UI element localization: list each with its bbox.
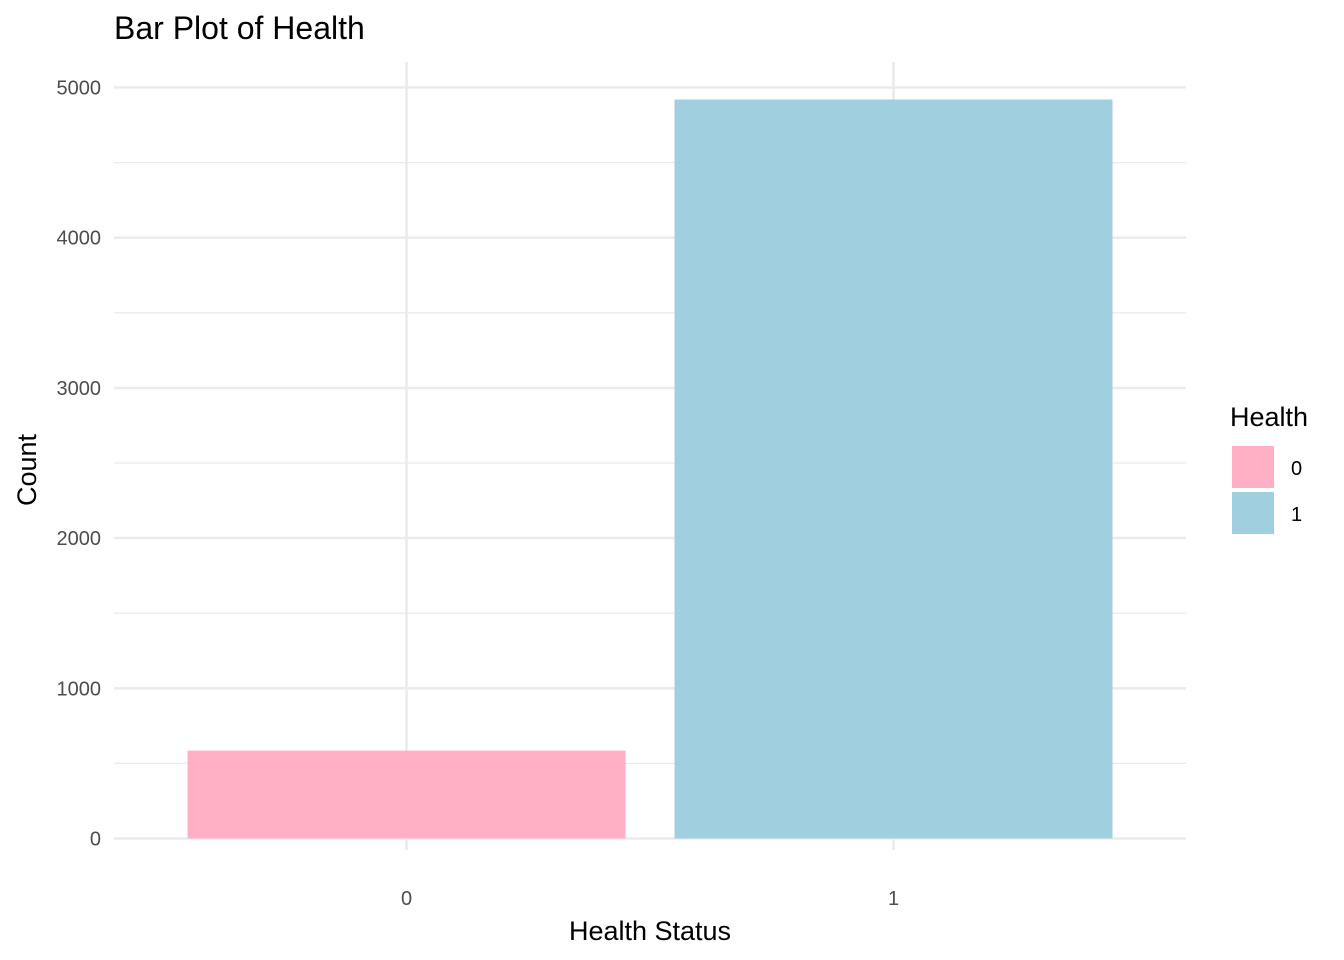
legend-entries: 01 — [1232, 446, 1302, 534]
legend-title: Health — [1230, 402, 1308, 432]
bar-1 — [674, 99, 1113, 839]
y-axis-title: Count — [12, 433, 42, 506]
x-tick-label: 1 — [888, 888, 899, 910]
x-tick-label: 0 — [401, 888, 412, 910]
y-tick-label: 0 — [90, 829, 101, 851]
y-axis-ticks: 0 1000 2000 3000 4000 5000 — [57, 78, 102, 851]
legend-label: 0 — [1291, 458, 1302, 480]
y-tick-label: 5000 — [57, 78, 102, 100]
legend: Health 01 — [1230, 402, 1308, 534]
y-tick-label: 4000 — [57, 228, 102, 250]
y-tick-label: 2000 — [57, 528, 102, 550]
legend-key-1 — [1232, 492, 1274, 534]
legend-key-0 — [1232, 446, 1274, 488]
y-tick-label: 1000 — [57, 678, 102, 700]
legend-label: 1 — [1291, 504, 1302, 526]
x-axis-title: Health Status — [569, 916, 731, 946]
bars — [187, 99, 1113, 839]
bar-0 — [187, 750, 626, 839]
y-tick-label: 3000 — [57, 378, 102, 400]
chart-title: Bar Plot of Health — [114, 10, 365, 46]
